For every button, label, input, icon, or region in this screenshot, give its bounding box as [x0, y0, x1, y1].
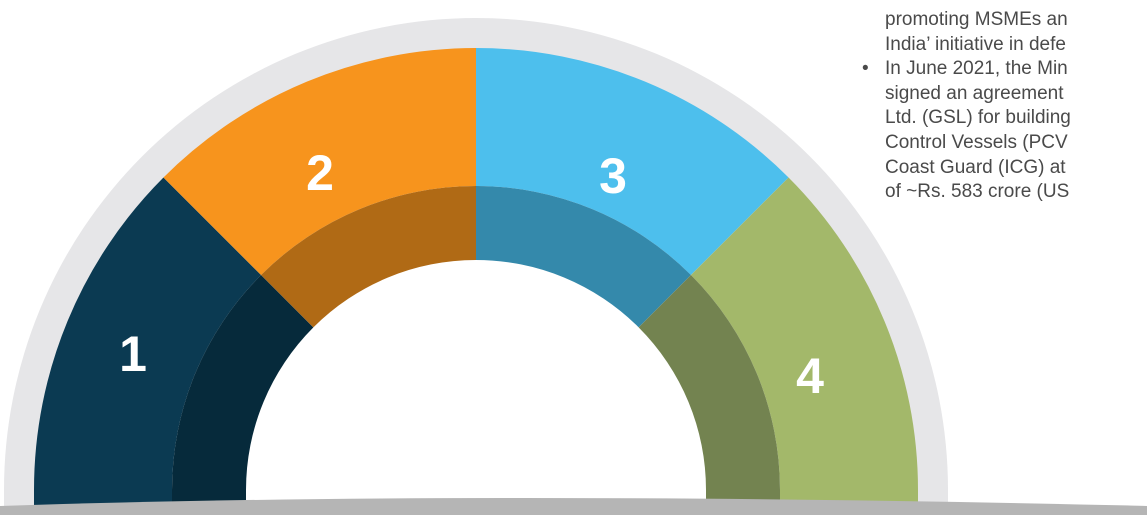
bullet-marker: • — [862, 58, 869, 80]
note-text: of ~Rs. 583 crore (US — [885, 181, 1070, 203]
note-text: In June 2021, the Min — [885, 58, 1068, 80]
note-line: • In June 2021, the Min — [862, 57, 1147, 82]
note-line: promoting MSMEs an — [862, 8, 1147, 33]
note-text: India’ initiative in defe — [885, 33, 1066, 55]
note-text: Ltd. (GSL) for building — [885, 107, 1071, 129]
note-line: of ~Rs. 583 crore (US — [862, 180, 1147, 205]
note-line: Ltd. (GSL) for building — [862, 106, 1147, 131]
segment-number: 2 — [306, 145, 334, 201]
note-text: Control Vessels (PCV — [885, 131, 1068, 153]
note-text: promoting MSMEs an — [885, 9, 1068, 30]
segment-inner — [172, 275, 314, 515]
notes: promoting MSMEs an India’ initiative in d… — [862, 8, 1147, 205]
segment-inner — [261, 186, 476, 328]
note-line: India’ initiative in defe — [862, 33, 1147, 58]
segment-inner — [638, 275, 780, 515]
segment — [163, 48, 476, 276]
note-line: signed an agreement — [862, 82, 1147, 107]
note-text: Coast Guard (ICG) at — [885, 156, 1066, 178]
segment-number: 4 — [796, 348, 824, 404]
segment-inner — [476, 186, 691, 328]
segment-number: 3 — [599, 148, 627, 204]
note-line: Coast Guard (ICG) at — [862, 156, 1147, 181]
segment — [690, 177, 918, 515]
bottom-bar — [0, 498, 1147, 515]
note-line: Control Vessels (PCV — [862, 131, 1147, 156]
segment-number: 1 — [119, 326, 147, 382]
segment — [34, 177, 262, 515]
segment — [476, 48, 789, 276]
note-text: signed an agreement — [885, 82, 1064, 104]
